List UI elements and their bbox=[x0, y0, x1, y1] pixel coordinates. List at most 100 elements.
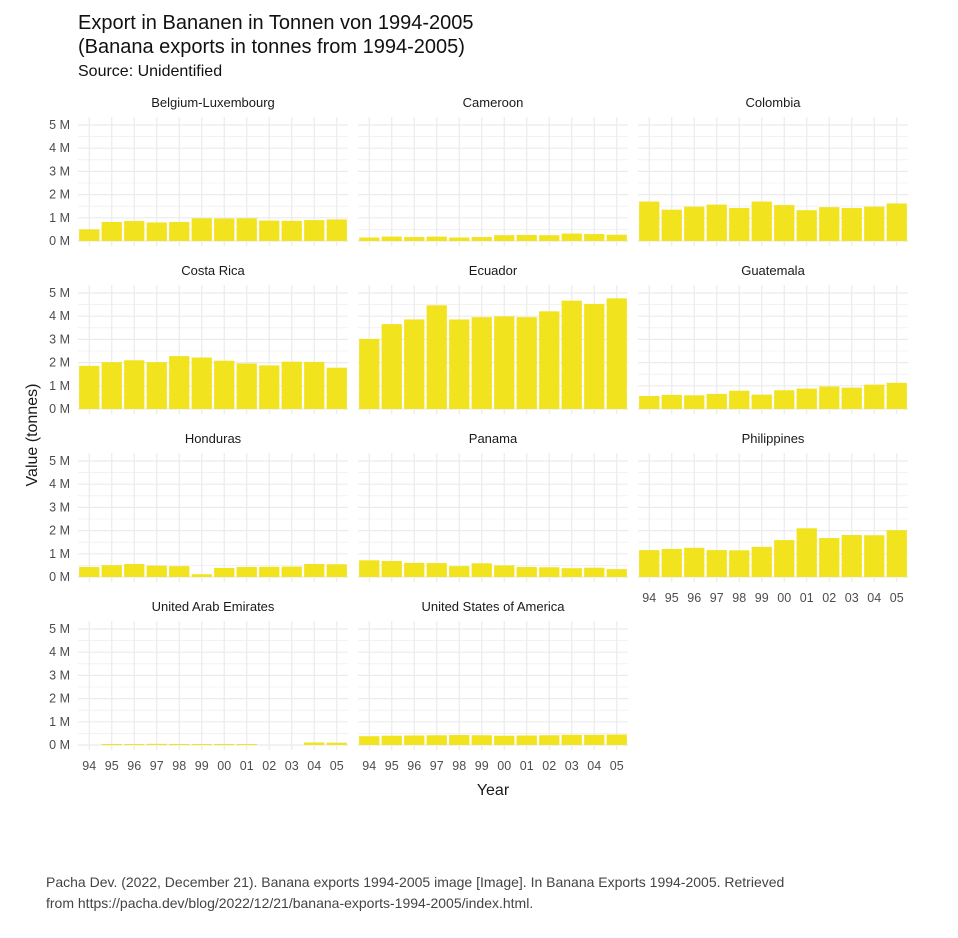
x-tick-label-philippines-04: 04 bbox=[867, 591, 881, 605]
bar-costa-rica-97 bbox=[146, 362, 167, 409]
chart-title: Export in Bananen in Tonnen von 1994-200… bbox=[78, 11, 474, 59]
bar-united-arab-emirates-99 bbox=[191, 744, 212, 745]
bar-belgium-luxembourg-95 bbox=[101, 221, 122, 241]
y-tick-label-row0-3: 3 M bbox=[49, 164, 70, 178]
panel-title-colombia: Colombia bbox=[746, 95, 802, 110]
bar-cameroon-00 bbox=[494, 235, 515, 241]
bar-costa-rica-05 bbox=[326, 367, 347, 409]
bar-philippines-98 bbox=[729, 550, 750, 577]
bar-guatemala-04 bbox=[864, 384, 885, 409]
bar-united-states-of-america-94 bbox=[359, 736, 380, 745]
bar-honduras-96 bbox=[124, 564, 145, 577]
bar-philippines-95 bbox=[661, 548, 682, 577]
y-tick-label-row1-2: 2 M bbox=[49, 356, 70, 370]
bar-panama-00 bbox=[494, 565, 515, 577]
chart-subtitle: Source: Unidentified bbox=[78, 63, 223, 80]
bar-colombia-95 bbox=[661, 209, 682, 241]
bar-honduras-97 bbox=[146, 565, 167, 577]
x-tick-label-united-states-of-america-04: 04 bbox=[587, 759, 601, 773]
x-tick-label-philippines-02: 02 bbox=[822, 591, 836, 605]
x-tick-label-philippines-01: 01 bbox=[800, 591, 814, 605]
y-axis-title: Value (tonnes) bbox=[24, 384, 41, 487]
y-tick-label-row3-0: 0 M bbox=[49, 738, 70, 752]
bar-colombia-00 bbox=[774, 205, 795, 241]
bar-honduras-05 bbox=[326, 564, 347, 577]
x-tick-label-united-arab-emirates-95: 95 bbox=[105, 759, 119, 773]
bar-colombia-05 bbox=[886, 203, 907, 241]
bar-ecuador-98 bbox=[449, 319, 470, 409]
y-tick-label-row3-3: 3 M bbox=[49, 668, 70, 682]
bar-belgium-luxembourg-01 bbox=[236, 218, 257, 241]
y-tick-label-row3-1: 1 M bbox=[49, 715, 70, 729]
panel-title-costa-rica: Costa Rica bbox=[181, 263, 245, 278]
bar-panama-01 bbox=[516, 567, 537, 577]
bar-guatemala-02 bbox=[819, 386, 840, 409]
bar-honduras-99 bbox=[191, 574, 212, 577]
panel-title-united-arab-emirates: United Arab Emirates bbox=[152, 599, 275, 614]
bar-honduras-95 bbox=[101, 565, 122, 577]
bar-belgium-luxembourg-96 bbox=[124, 221, 145, 241]
bar-belgium-luxembourg-98 bbox=[169, 221, 190, 241]
x-tick-label-united-arab-emirates-97: 97 bbox=[150, 759, 164, 773]
y-tick-label-row2-3: 3 M bbox=[49, 500, 70, 514]
bar-united-states-of-america-04 bbox=[584, 734, 605, 745]
bar-colombia-04 bbox=[864, 206, 885, 241]
bar-costa-rica-01 bbox=[236, 363, 257, 409]
bar-belgium-luxembourg-99 bbox=[191, 218, 212, 241]
bar-ecuador-02 bbox=[539, 311, 560, 409]
bar-philippines-04 bbox=[864, 535, 885, 577]
bar-cameroon-96 bbox=[404, 237, 425, 241]
bar-guatemala-98 bbox=[729, 390, 750, 409]
y-tick-label-row3-4: 4 M bbox=[49, 645, 70, 659]
x-tick-label-philippines-94: 94 bbox=[642, 591, 656, 605]
y-tick-label-row1-0: 0 M bbox=[49, 402, 70, 416]
x-tick-label-philippines-00: 00 bbox=[777, 591, 791, 605]
bar-costa-rica-95 bbox=[101, 362, 122, 409]
bar-cameroon-97 bbox=[426, 236, 447, 241]
bar-panama-03 bbox=[561, 568, 582, 577]
bar-cameroon-94 bbox=[359, 237, 380, 241]
bar-belgium-luxembourg-02 bbox=[259, 220, 280, 241]
bar-ecuador-03 bbox=[561, 300, 582, 409]
bar-cameroon-95 bbox=[381, 236, 402, 241]
bar-cameroon-04 bbox=[584, 234, 605, 241]
citation-line1: Pacha Dev. (2022, December 21). Banana e… bbox=[46, 874, 785, 890]
bar-united-arab-emirates-01 bbox=[236, 744, 257, 745]
bar-ecuador-01 bbox=[516, 317, 537, 409]
y-tick-label-row2-2: 2 M bbox=[49, 524, 70, 538]
image-citation: Pacha Dev. (2022, December 21). Banana e… bbox=[46, 872, 906, 914]
bar-honduras-03 bbox=[281, 566, 302, 577]
bar-honduras-02 bbox=[259, 566, 280, 577]
bar-united-arab-emirates-96 bbox=[124, 744, 145, 745]
x-tick-label-philippines-05: 05 bbox=[890, 591, 904, 605]
y-tick-label-row0-0: 0 M bbox=[49, 234, 70, 248]
bar-guatemala-05 bbox=[886, 382, 907, 409]
bar-panama-95 bbox=[381, 560, 402, 577]
bar-guatemala-99 bbox=[751, 394, 772, 409]
bar-guatemala-94 bbox=[639, 396, 660, 409]
bar-costa-rica-99 bbox=[191, 357, 212, 409]
bar-united-states-of-america-02 bbox=[539, 735, 560, 745]
x-tick-label-united-states-of-america-98: 98 bbox=[452, 759, 466, 773]
bar-belgium-luxembourg-94 bbox=[79, 229, 100, 241]
x-tick-label-united-states-of-america-95: 95 bbox=[385, 759, 399, 773]
bar-colombia-03 bbox=[841, 208, 862, 241]
x-tick-label-united-arab-emirates-98: 98 bbox=[172, 759, 186, 773]
bar-colombia-99 bbox=[751, 201, 772, 241]
bar-honduras-01 bbox=[236, 567, 257, 577]
bar-cameroon-99 bbox=[471, 237, 492, 241]
bar-costa-rica-02 bbox=[259, 365, 280, 409]
y-tick-label-row3-5: 5 M bbox=[49, 622, 70, 636]
y-tick-label-row2-5: 5 M bbox=[49, 454, 70, 468]
y-tick-label-row0-2: 2 M bbox=[49, 188, 70, 202]
bar-united-states-of-america-95 bbox=[381, 735, 402, 745]
x-tick-label-united-arab-emirates-05: 05 bbox=[330, 759, 344, 773]
x-tick-label-united-states-of-america-94: 94 bbox=[362, 759, 376, 773]
bar-costa-rica-96 bbox=[124, 360, 145, 409]
chart-title-line2: (Banana exports in tonnes from 1994-2005… bbox=[78, 36, 465, 58]
bar-panama-94 bbox=[359, 560, 380, 577]
x-tick-label-united-arab-emirates-01: 01 bbox=[240, 759, 254, 773]
bar-ecuador-95 bbox=[381, 324, 402, 409]
bar-colombia-97 bbox=[706, 204, 727, 241]
bar-belgium-luxembourg-05 bbox=[326, 219, 347, 241]
